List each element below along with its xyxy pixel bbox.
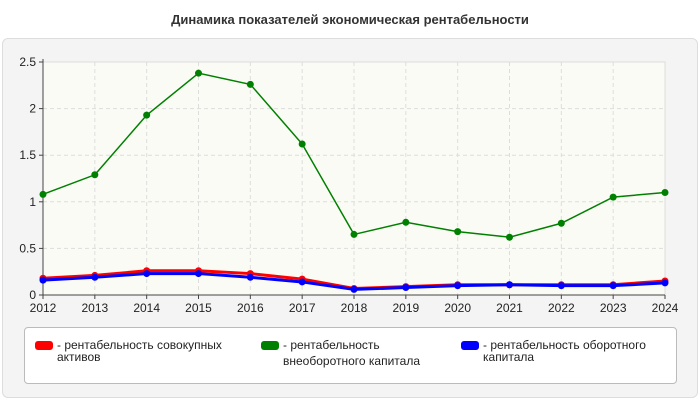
data-point	[246, 80, 254, 88]
legend: - рентабельность совокупных активов - ре…	[24, 327, 677, 384]
x-tick-label: 2013	[81, 301, 108, 315]
data-point	[402, 284, 410, 292]
data-point	[557, 282, 565, 290]
data-point	[91, 273, 99, 281]
x-tick-label: 2024	[652, 301, 679, 315]
data-point	[195, 69, 202, 77]
x-tick-label: 2021	[496, 301, 523, 315]
x-tick-label: 2018	[341, 301, 368, 315]
chart-title: Динамика показателей экономическая рента…	[171, 12, 529, 27]
legend-item-total-assets[interactable]: - рентабельность совокупных активов	[35, 339, 245, 363]
x-tick-label: 2022	[548, 301, 575, 315]
y-tick-label: 1	[29, 195, 36, 209]
data-point	[454, 228, 462, 236]
data-point	[91, 171, 99, 179]
x-tick-label: 2015	[185, 301, 212, 315]
y-tick-label: 1.5	[19, 148, 36, 162]
data-point	[506, 281, 513, 289]
x-tick-label: 2016	[237, 301, 264, 315]
data-point	[557, 219, 565, 227]
x-tick-label: 2020	[444, 301, 471, 315]
data-point	[298, 140, 306, 148]
data-point	[298, 278, 306, 286]
x-tick-label: 2017	[289, 301, 316, 315]
data-point	[143, 270, 151, 278]
data-point	[506, 233, 513, 241]
data-point	[609, 282, 617, 290]
x-tick-label: 2023	[600, 301, 627, 315]
data-point	[350, 285, 358, 293]
legend-label: - рентабельность совокупных активов	[57, 338, 222, 364]
data-point	[195, 270, 202, 278]
y-tick-label: 2.5	[19, 55, 36, 69]
legend-item-noncurrent-capital[interactable]: - рентабельность внеоборотного капитала	[261, 338, 431, 369]
legend-item-working-capital[interactable]: - рентабельность оборотного капитала	[461, 339, 671, 363]
data-point	[454, 282, 462, 290]
y-tick-label: 0	[29, 288, 36, 302]
data-point	[246, 273, 254, 281]
x-tick-label: 2012	[30, 301, 57, 315]
x-tick-label: 2014	[133, 301, 160, 315]
data-point	[143, 111, 151, 119]
data-point	[609, 193, 617, 201]
y-tick-label: 0.5	[19, 241, 36, 255]
data-point	[661, 188, 669, 196]
data-point	[350, 230, 358, 238]
data-point	[402, 218, 410, 226]
legend-swatch	[261, 341, 279, 350]
data-point	[39, 276, 47, 284]
data-point	[661, 279, 669, 287]
legend-swatch	[35, 341, 53, 350]
legend-label: - рентабельность внеоборотного капитала	[283, 338, 420, 368]
y-tick-label: 2	[29, 102, 36, 116]
x-tick-label: 2019	[392, 301, 419, 315]
legend-label: - рентабельность оборотного капитала	[483, 338, 646, 364]
data-point	[39, 190, 47, 198]
legend-swatch	[461, 341, 479, 350]
